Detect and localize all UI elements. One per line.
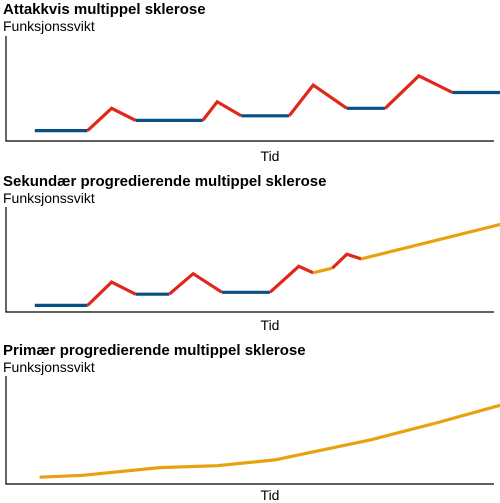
y-axis-label: Funksjonssvikt [3, 359, 95, 375]
chart-title: Attakkvis multippel sklerose [3, 1, 206, 18]
x-axis-label: Tid [261, 487, 280, 503]
axis-lines [5, 376, 494, 485]
x-axis-label: Tid [261, 317, 280, 333]
relapse-segment-4 [201, 99, 243, 122]
chart-title: Sekundær progredierende multippel sklero… [3, 173, 326, 190]
progression-segment-9 [360, 222, 500, 261]
chart-panel-2: Sekundær progredierende multippel sklero… [3, 173, 500, 333]
relapse-segment-4 [168, 271, 223, 296]
y-axis-label: Funksjonssvikt [3, 18, 95, 34]
chart-panel-3: Primær progredierende multippel sklerose… [3, 342, 500, 503]
chart-title: Primær progredierende multippel sklerose [3, 342, 306, 359]
x-axis-label: Tid [261, 148, 280, 164]
relapse-segment-6 [287, 82, 348, 117]
axis-lines [5, 36, 494, 142]
relapse-segment-6 [268, 264, 314, 294]
relapse-segment-8 [384, 73, 454, 110]
chart-panel-1: Attakkvis multippel skleroseFunksjonssvi… [3, 1, 500, 164]
relapse-segment-2 [86, 106, 137, 132]
progression-segment-7 [312, 266, 333, 275]
progression-segment-1 [39, 403, 500, 479]
relapse-segment-8 [331, 252, 362, 270]
relapse-segment-2 [86, 280, 137, 307]
y-axis-label: Funksjonssvikt [3, 190, 95, 206]
axis-lines [5, 207, 494, 313]
